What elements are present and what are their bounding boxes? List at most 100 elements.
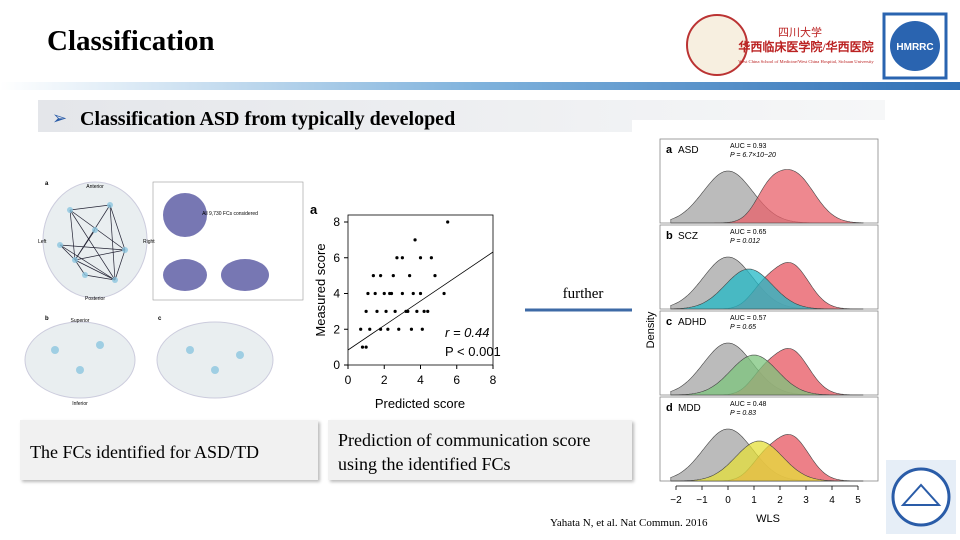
node bbox=[186, 346, 194, 354]
node bbox=[57, 242, 63, 248]
point bbox=[442, 291, 446, 296]
auc: AUC = 0.93 bbox=[730, 143, 766, 150]
y-tick-label: 4 bbox=[333, 287, 340, 301]
point bbox=[422, 309, 426, 313]
p-value: P = 0.65 bbox=[730, 324, 756, 331]
axes-frame bbox=[347, 214, 494, 366]
point bbox=[429, 256, 433, 260]
point bbox=[389, 291, 394, 296]
fc-line bbox=[109, 204, 126, 251]
x-tick-label: 1 bbox=[751, 495, 757, 506]
node bbox=[76, 366, 84, 374]
point bbox=[400, 256, 404, 260]
point bbox=[433, 274, 437, 278]
point bbox=[406, 309, 410, 313]
x-tick-label: 4 bbox=[829, 495, 835, 506]
node bbox=[51, 346, 59, 354]
subtitle-bullet: ➢ bbox=[52, 108, 67, 128]
label: Anterior bbox=[86, 184, 104, 190]
panel-letter: b bbox=[666, 230, 673, 242]
stat-r: r = 0.44 bbox=[445, 325, 489, 340]
logo-school: 华西临床医学院/华西医院 bbox=[738, 39, 873, 54]
logo-cn: 四川大学 bbox=[778, 25, 822, 39]
fc-line bbox=[69, 209, 76, 261]
point bbox=[379, 327, 383, 331]
header-band bbox=[0, 82, 960, 90]
density-curve bbox=[670, 169, 864, 224]
brain bbox=[163, 193, 207, 237]
p-value: P = 0.83 bbox=[730, 410, 756, 417]
fc-line bbox=[74, 229, 96, 261]
fc-line bbox=[114, 249, 126, 281]
panel-letter: d bbox=[666, 402, 673, 414]
university-logo bbox=[686, 14, 748, 76]
corner-logo-building bbox=[900, 483, 942, 506]
scatter-points: 0 2 4 6 8 0 2 4 6 8 bbox=[333, 215, 496, 387]
stat-p: P < 0.001 bbox=[445, 344, 501, 359]
point bbox=[400, 291, 404, 296]
node bbox=[72, 257, 78, 263]
subtitle: Classification ASD from typically develo… bbox=[80, 108, 455, 130]
citation: Yahata N, et al. Nat Commun. 2016 bbox=[550, 517, 708, 529]
fc-line bbox=[74, 259, 116, 281]
x-tick-label: −1 bbox=[696, 495, 708, 506]
density-curve bbox=[670, 440, 864, 482]
panel-letter: a bbox=[310, 202, 318, 217]
label: Posterior bbox=[85, 296, 105, 302]
point bbox=[426, 309, 430, 313]
brain bbox=[156, 321, 274, 399]
fc-line bbox=[109, 204, 116, 281]
panel-letter: c bbox=[666, 316, 672, 328]
brain bbox=[42, 181, 148, 299]
x-tick-label: 0 bbox=[345, 373, 352, 387]
point bbox=[409, 327, 414, 331]
label: Right bbox=[143, 239, 155, 245]
panel-letter: a bbox=[666, 144, 673, 156]
auc: AUC = 0.65 bbox=[730, 229, 766, 236]
y-tick-label: 2 bbox=[333, 322, 340, 336]
label: c bbox=[158, 316, 162, 322]
scatter-figure: a Predicted score Measured score r = 0.4… bbox=[310, 202, 501, 411]
x-tick-label: 0 bbox=[725, 495, 731, 506]
point bbox=[413, 238, 417, 242]
point bbox=[420, 327, 424, 331]
x-axis-label: Predicted score bbox=[375, 396, 465, 411]
fc-line bbox=[59, 244, 126, 251]
fc-line bbox=[69, 209, 116, 281]
node bbox=[112, 277, 118, 283]
point bbox=[395, 256, 399, 260]
label: Superior bbox=[71, 318, 90, 324]
fc-line bbox=[84, 274, 116, 281]
point bbox=[364, 345, 368, 349]
logo-badge: HMRRC bbox=[896, 42, 933, 53]
x-tick-label: 2 bbox=[381, 373, 388, 387]
label: Inferior bbox=[72, 401, 88, 407]
x-tick-label: 3 bbox=[803, 495, 809, 506]
y-axis-label: Density bbox=[645, 311, 657, 348]
point bbox=[418, 291, 423, 296]
point bbox=[360, 345, 365, 349]
p-value: P = 0.012 bbox=[730, 238, 760, 245]
label: b bbox=[45, 316, 49, 322]
brain bbox=[163, 259, 207, 291]
label: a bbox=[45, 181, 49, 187]
point bbox=[379, 274, 383, 278]
auc: AUC = 0.57 bbox=[730, 315, 766, 322]
x-tick-label: 2 bbox=[777, 495, 783, 506]
point bbox=[418, 256, 423, 260]
arrow-label: further bbox=[563, 286, 604, 302]
fc-line bbox=[69, 204, 111, 211]
point bbox=[359, 327, 363, 331]
point bbox=[373, 291, 377, 296]
point bbox=[364, 309, 368, 313]
node bbox=[236, 351, 244, 359]
density-curve bbox=[670, 354, 864, 396]
point bbox=[371, 274, 375, 278]
node bbox=[92, 227, 98, 233]
panel-name: SCZ bbox=[678, 231, 698, 242]
fc-line bbox=[74, 249, 126, 261]
x-tick-label: 8 bbox=[490, 373, 497, 387]
panel-name: MDD bbox=[678, 403, 701, 414]
